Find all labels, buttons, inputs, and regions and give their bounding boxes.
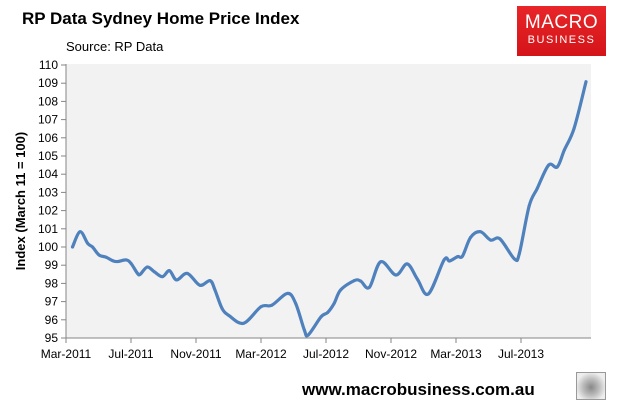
x-tick-label: Mar-2012 — [235, 347, 287, 361]
y-tick-label: 102 — [38, 204, 58, 218]
y-tick-label: 105 — [38, 149, 58, 163]
data-point — [547, 163, 551, 167]
data-point — [213, 288, 217, 292]
data-point — [124, 258, 128, 262]
data-point — [394, 273, 398, 277]
y-tick-label: 99 — [45, 258, 59, 272]
y-tick-label: 95 — [45, 331, 59, 345]
data-point — [584, 80, 588, 84]
data-point — [469, 235, 473, 239]
data-point — [302, 328, 306, 332]
data-point — [535, 186, 539, 190]
data-point — [498, 237, 502, 241]
data-point — [185, 271, 189, 275]
chart-subtitle: Source: RP Data — [66, 39, 164, 54]
data-point — [136, 271, 139, 275]
data-point — [86, 241, 90, 245]
y-tick-label: 108 — [38, 94, 58, 108]
data-point — [405, 262, 409, 266]
data-point — [562, 148, 566, 152]
data-point — [242, 321, 246, 325]
x-tick-label: Jul-2013 — [498, 347, 544, 361]
y-tick-label: 103 — [38, 185, 58, 199]
logo-line-1: MACRO — [524, 12, 599, 33]
data-point — [220, 306, 224, 310]
x-tick-label: Nov-2012 — [365, 347, 417, 361]
y-tick-label: 106 — [38, 131, 58, 145]
y-axis: 95 96 97 98 99 100 101 102 103 104 105 106 107 108 109… — [38, 58, 67, 345]
data-point — [359, 279, 363, 283]
data-point — [91, 245, 95, 249]
data-point — [426, 292, 430, 296]
data-point — [259, 305, 263, 309]
data-point — [555, 165, 559, 169]
data-point — [167, 269, 171, 273]
data-point — [97, 253, 101, 257]
y-axis-label: Index (March 11 = 100) — [13, 132, 28, 270]
x-tick-label: Mar-2011 — [41, 347, 92, 361]
x-tick-label: Mar-2013 — [430, 347, 482, 361]
data-point — [513, 257, 516, 261]
data-point — [208, 279, 212, 283]
data-point — [115, 260, 119, 264]
y-tick-label: 97 — [45, 295, 59, 309]
macrobusiness-logo: MACRO BUSINESS — [517, 6, 606, 56]
data-point — [294, 301, 298, 305]
x-tick-label: Nov-2011 — [170, 347, 221, 361]
data-point — [352, 279, 356, 283]
data-point — [111, 259, 115, 263]
data-points — [71, 80, 588, 337]
website-url: www.macrobusiness.com.au — [302, 380, 535, 399]
data-point — [379, 260, 383, 264]
data-point — [456, 255, 460, 259]
y-tick-label: 100 — [38, 240, 58, 254]
data-point — [517, 251, 521, 255]
data-point — [175, 278, 178, 282]
x-tick-label: Jul-2011 — [108, 347, 153, 361]
y-tick-label: 107 — [38, 113, 58, 127]
x-tick-label: Jul-2012 — [303, 347, 349, 361]
data-point — [339, 288, 343, 292]
data-point — [71, 245, 74, 249]
data-point — [152, 270, 156, 274]
data-point — [319, 315, 323, 319]
data-point — [306, 333, 310, 337]
data-point — [478, 230, 482, 234]
y-tick-label: 96 — [45, 313, 59, 327]
data-point — [572, 126, 576, 130]
data-point — [129, 261, 133, 265]
y-tick-label: 104 — [38, 167, 58, 181]
data-point — [138, 272, 142, 276]
data-point — [78, 230, 82, 234]
data-point — [104, 255, 108, 259]
chart-title: RP Data Sydney Home Price Index — [22, 9, 300, 28]
data-point — [367, 285, 371, 289]
data-point — [442, 258, 446, 262]
data-point — [448, 259, 451, 263]
data-point — [270, 303, 274, 307]
data-point — [326, 311, 330, 315]
data-point — [160, 275, 164, 279]
data-point — [145, 265, 149, 269]
x-axis: Mar-2011 Jul-2011 Nov-2011 Mar-2012 Jul-2012… — [41, 337, 591, 361]
data-point — [527, 204, 531, 208]
logo-line-2: BUSINESS — [527, 34, 596, 46]
data-point — [198, 283, 202, 287]
data-point — [332, 301, 336, 305]
data-point — [461, 254, 464, 258]
y-tick-label: 110 — [39, 58, 58, 72]
y-tick-label: 109 — [38, 76, 58, 90]
y-tick-label: 101 — [38, 222, 58, 236]
data-point — [227, 314, 231, 318]
y-tick-label: 98 — [45, 276, 59, 290]
plot-area — [66, 64, 591, 338]
wolf-mascot-icon — [576, 372, 606, 400]
data-point — [489, 238, 493, 242]
data-point — [286, 291, 290, 295]
data-point — [416, 277, 420, 281]
